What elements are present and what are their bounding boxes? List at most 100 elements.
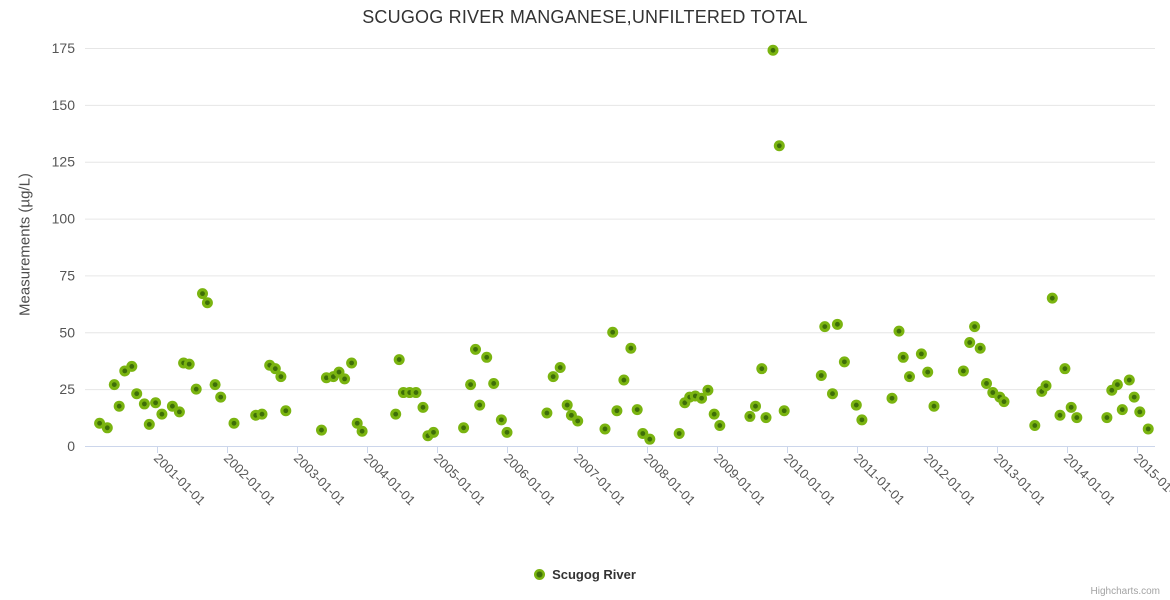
data-point[interactable] (964, 337, 976, 349)
credits-link[interactable]: Highcharts.com (1090, 586, 1160, 597)
data-point[interactable] (838, 356, 850, 368)
data-point[interactable] (1134, 406, 1146, 418)
data-point[interactable] (138, 398, 150, 410)
data-point[interactable] (1128, 391, 1140, 403)
data-point[interactable] (827, 388, 838, 400)
data-point[interactable] (756, 363, 768, 375)
data-point[interactable] (474, 399, 486, 411)
data-point[interactable] (1054, 409, 1066, 421)
data-point[interactable] (625, 342, 637, 354)
data-point[interactable] (541, 407, 553, 419)
data-point[interactable] (1142, 423, 1154, 435)
data-point[interactable] (201, 297, 213, 309)
data-point[interactable] (714, 420, 726, 432)
data-point[interactable] (458, 422, 470, 434)
data-point[interactable] (501, 426, 513, 438)
data-point[interactable] (339, 373, 351, 385)
legend-item-scugog-river[interactable]: Scugog River (534, 567, 636, 582)
data-point[interactable] (316, 424, 327, 436)
data-point[interactable] (390, 408, 402, 420)
data-point[interactable] (631, 404, 643, 416)
y-tick-label: 25 (59, 381, 75, 397)
data-point[interactable] (275, 371, 287, 383)
data-point[interactable] (356, 425, 368, 437)
data-point[interactable] (554, 362, 566, 374)
data-point[interactable] (495, 414, 507, 426)
data-point[interactable] (815, 369, 827, 381)
data-point[interactable] (561, 399, 573, 411)
data-point[interactable] (618, 374, 630, 386)
data-point[interactable] (108, 379, 120, 391)
data-point[interactable] (346, 357, 358, 369)
data-point[interactable] (981, 377, 992, 389)
data-point[interactable] (470, 343, 481, 355)
data-point[interactable] (228, 417, 240, 429)
data-point[interactable] (778, 405, 790, 417)
data-point[interactable] (904, 371, 915, 383)
data-point[interactable] (744, 410, 756, 422)
x-tick-label: 2002-01-01 (221, 451, 279, 509)
data-point[interactable] (209, 379, 221, 391)
data-point[interactable] (767, 44, 779, 56)
data-point[interactable] (156, 408, 168, 420)
data-point[interactable] (143, 418, 155, 430)
data-point[interactable] (465, 379, 477, 391)
data-point[interactable] (974, 342, 986, 354)
data-point[interactable] (611, 405, 623, 417)
data-point[interactable] (750, 400, 761, 412)
data-point[interactable] (1116, 404, 1128, 416)
data-point[interactable] (708, 408, 720, 420)
data-point[interactable] (101, 422, 113, 434)
data-point[interactable] (1065, 401, 1077, 413)
data-point[interactable] (856, 414, 868, 426)
data-point[interactable] (673, 427, 685, 439)
data-point[interactable] (607, 326, 619, 338)
data-point[interactable] (1029, 420, 1041, 432)
data-point[interactable] (998, 396, 1010, 408)
data-point[interactable] (280, 405, 292, 417)
data-point[interactable] (113, 400, 125, 412)
data-point[interactable] (1123, 374, 1135, 386)
x-tick-label: 2001-01-01 (151, 451, 209, 509)
data-point[interactable] (183, 358, 195, 370)
data-point[interactable] (410, 387, 422, 399)
data-point[interactable] (922, 366, 934, 378)
data-point[interactable] (928, 400, 940, 412)
data-point[interactable] (547, 371, 559, 383)
data-point[interactable] (131, 388, 143, 400)
data-point[interactable] (150, 397, 162, 409)
data-point[interactable] (256, 408, 268, 420)
data-point[interactable] (126, 360, 138, 372)
data-point[interactable] (599, 423, 611, 435)
data-point[interactable] (1046, 292, 1058, 304)
data-point[interactable] (850, 399, 862, 411)
data-point[interactable] (1040, 380, 1052, 392)
data-point[interactable] (969, 321, 981, 333)
data-point[interactable] (915, 348, 927, 360)
data-point[interactable] (1071, 412, 1083, 424)
data-point[interactable] (428, 426, 439, 438)
data-point[interactable] (702, 384, 714, 396)
data-point[interactable] (417, 401, 429, 413)
data-point[interactable] (760, 412, 772, 424)
data-point[interactable] (819, 321, 831, 333)
data-point[interactable] (897, 351, 909, 363)
data-point[interactable] (190, 383, 202, 395)
data-point[interactable] (886, 392, 898, 404)
data-point[interactable] (488, 377, 500, 389)
data-point[interactable] (773, 140, 785, 152)
data-point[interactable] (644, 433, 656, 445)
data-point[interactable] (173, 406, 185, 418)
data-point[interactable] (481, 351, 493, 363)
x-tick-label: 2014-01-01 (1061, 451, 1119, 509)
data-point[interactable] (957, 365, 969, 377)
legend: Scugog River (0, 567, 1170, 582)
data-point[interactable] (1101, 412, 1113, 424)
data-point[interactable] (1059, 363, 1071, 375)
data-point[interactable] (831, 318, 843, 330)
data-point[interactable] (215, 391, 227, 403)
data-point[interactable] (572, 415, 584, 427)
data-point[interactable] (1111, 379, 1123, 391)
data-point[interactable] (393, 354, 405, 366)
data-point[interactable] (893, 325, 905, 337)
